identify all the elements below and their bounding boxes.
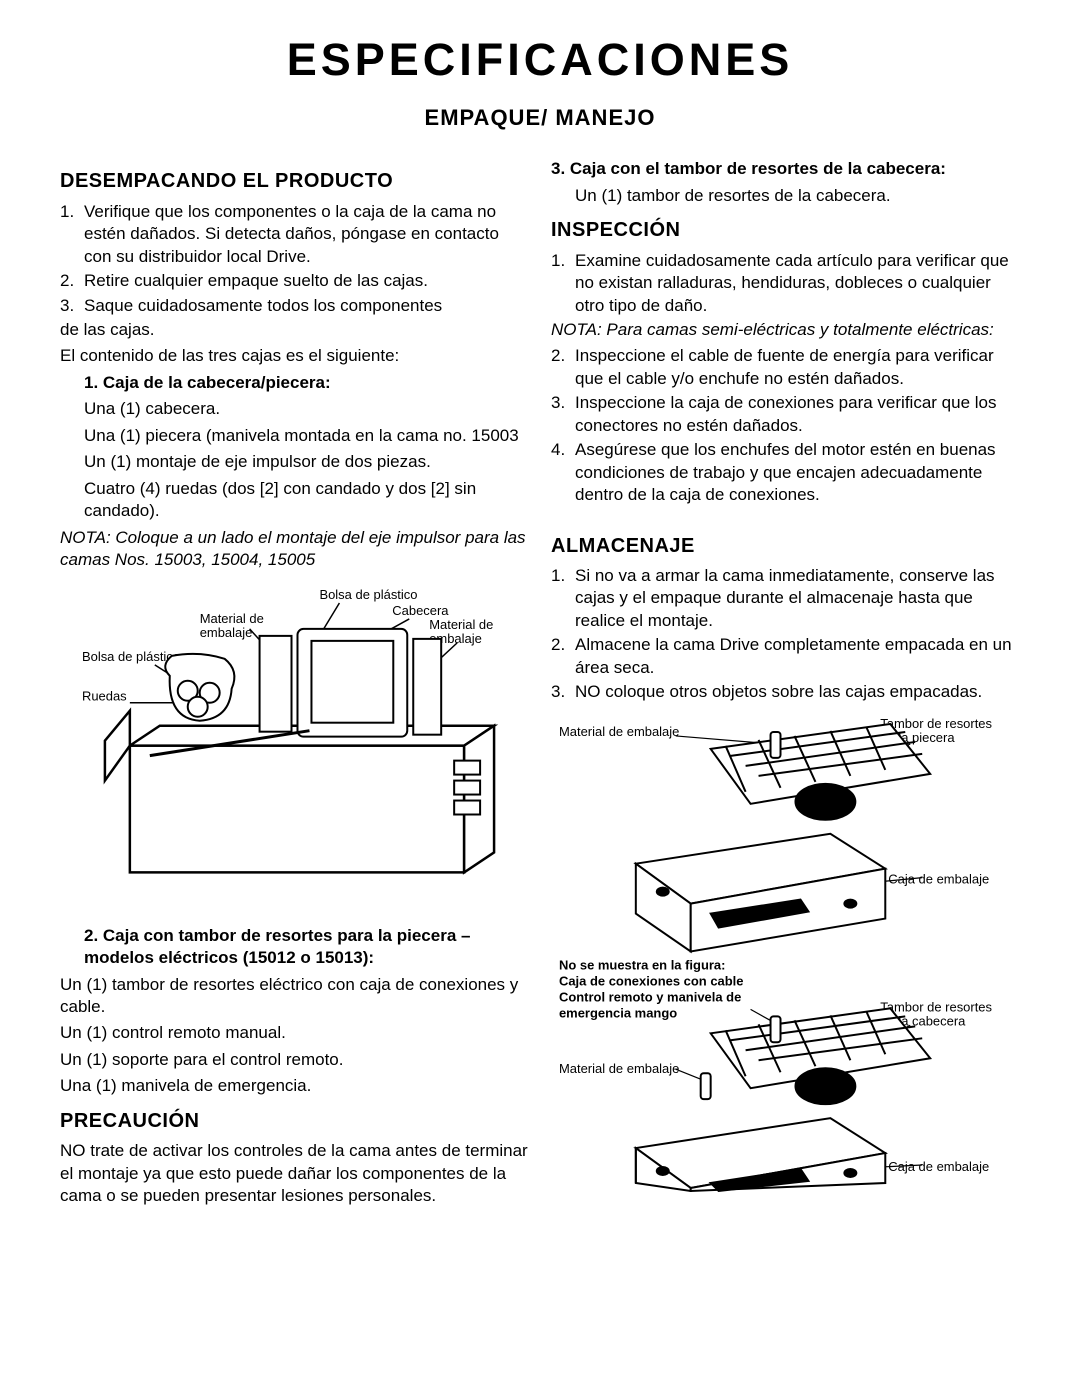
unpack-2: Retire cualquier empaque suelto de las c… [84, 271, 428, 290]
box2-c: Un (1) soporte para el control remoto. [60, 1049, 529, 1071]
section-almacenaje: ALMACENAJE [551, 533, 1020, 559]
box1-head: 1. Caja de la cabecera/piecera: [60, 372, 529, 394]
fig2-b2: emergencia mango [559, 1005, 677, 1020]
box2-b: Un (1) control remoto manual. [60, 1022, 529, 1044]
fig2-nshow: No se muestra en la figura: [559, 957, 725, 972]
fig2-b1: Control remoto y manivela de [559, 989, 741, 1004]
inspection-list: 1.Examine cuidadosamente cada artículo p… [551, 250, 1020, 317]
box2-d: Una (1) manivela de emergencia. [60, 1075, 529, 1097]
fig1-cabecera: Cabecera [392, 603, 449, 618]
two-column-layout: DESEMPACANDO EL PRODUCTO 1.Verifique que… [60, 158, 1020, 1211]
fig1-mat-emb-left: Material deembalaje [200, 611, 264, 640]
fig1-bolsa-plastico: Bolsa de plástico [319, 587, 417, 602]
box1-a: Una (1) cabecera. [60, 398, 529, 420]
box1-d: Cuatro (4) ruedas (dos [2] con candado y… [60, 478, 529, 523]
figure-1: Bolsa de plástico Material deembalaje Ca… [60, 581, 529, 910]
right-column: 3. Caja con el tambor de resortes de la … [551, 158, 1020, 1211]
svg-text:FABRIC: FABRIC [809, 1085, 843, 1095]
section-inspeccion: INSPECCIÓN [551, 217, 1020, 243]
note-2: NOTA: Para camas semi-eléctricas y total… [551, 319, 1020, 341]
figure-2: Material de embalaje Tambor de resortesd… [551, 714, 1020, 1193]
box1-b: Una (1) piecera (manivela montada en la … [60, 425, 529, 447]
svg-text:FABRIC: FABRIC [809, 800, 843, 810]
unpack-3: Saque cuidadosamente todos los component… [84, 296, 442, 315]
fig2-matemb1: Material de embalaje [559, 723, 679, 738]
inspection-list-2: 2.Inspeccione el cable de fuente de ener… [551, 345, 1020, 506]
unpack-list: 1.Verifique que los componentes o la caj… [60, 201, 529, 317]
svg-text:LINK: LINK [815, 1075, 836, 1085]
section-precaucion: PRECAUCIÓN [60, 1108, 529, 1134]
fig2-matemb2: Material de embalaje [559, 1061, 679, 1076]
fig1-ruedas: Ruedas [82, 689, 127, 704]
box3-a: Un (1) tambor de resortes de la cabecera… [551, 185, 1020, 207]
unpack-3b: de las cajas. [60, 319, 529, 341]
fig1-bolsa: Bolsa de plástico [82, 649, 180, 664]
box3-head: 3. Caja con el tambor de resortes de la … [551, 158, 1020, 180]
box1-c: Un (1) montaje de eje impulsor de dos pi… [60, 451, 529, 473]
box2-head: 2. Caja con tambor de resortes para la p… [60, 925, 529, 970]
insp-4: Asegúrese que los enchufes del motor est… [575, 440, 996, 504]
insp-2: Inspeccione el cable de fuente de energí… [575, 346, 994, 387]
page-title: ESPECIFICACIONES [60, 30, 1020, 89]
fig2-a: Caja de conexiones con cable [559, 973, 744, 988]
contents-intro: El contenido de las tres cajas es el sig… [60, 345, 529, 367]
note-1: NOTA: Coloque a un lado el montaje del e… [60, 527, 529, 572]
stor-2: Almacene la cama Drive completamente emp… [575, 635, 1012, 676]
stor-1: Si no va a armar la cama inmediatamente,… [575, 566, 995, 630]
precaution-text: NO trate de activar los controles de la … [60, 1140, 529, 1207]
unpack-1: Verifique que los componentes o la caja … [84, 202, 499, 266]
left-column: DESEMPACANDO EL PRODUCTO 1.Verifique que… [60, 158, 529, 1211]
stor-3: NO coloque otros objetos sobre las cajas… [575, 682, 982, 701]
page-subtitle: EMPAQUE/ MANEJO [60, 103, 1020, 132]
storage-list: 1.Si no va a armar la cama inmediatament… [551, 565, 1020, 704]
box2-a: Un (1) tambor de resortes eléctrico con … [60, 974, 529, 1019]
insp-1: Examine cuidadosamente cada artículo par… [575, 251, 1009, 315]
insp-3: Inspeccione la caja de conexiones para v… [575, 393, 996, 434]
section-desempacando: DESEMPACANDO EL PRODUCTO [60, 168, 529, 194]
svg-text:LINK: LINK [815, 790, 836, 800]
